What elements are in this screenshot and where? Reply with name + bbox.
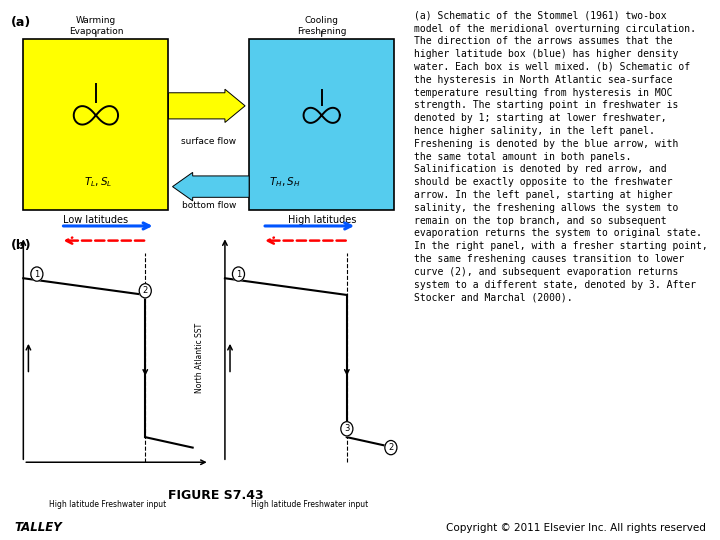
Circle shape <box>31 267 43 281</box>
Text: High latitude Freshwater input: High latitude Freshwater input <box>251 500 368 509</box>
Text: North Atlantic SST: North Atlantic SST <box>0 322 2 393</box>
Text: Cooling: Cooling <box>305 16 338 24</box>
Circle shape <box>341 422 353 436</box>
Text: bottom flow: bottom flow <box>181 201 236 210</box>
Text: (a) Schematic of the Stommel (1961) two-box
model of the meridional overturning : (a) Schematic of the Stommel (1961) two-… <box>414 11 708 302</box>
FancyArrow shape <box>168 89 245 123</box>
Text: $T_H, S_H$: $T_H, S_H$ <box>269 175 300 189</box>
Bar <box>249 39 395 211</box>
Text: (a): (a) <box>12 16 32 29</box>
Text: 2: 2 <box>388 443 394 452</box>
Circle shape <box>233 267 245 281</box>
Text: Evaporation: Evaporation <box>68 28 123 36</box>
Text: High latitude Freshwater input: High latitude Freshwater input <box>50 500 166 509</box>
Bar <box>23 39 168 211</box>
Text: FIGURE S7.43: FIGURE S7.43 <box>168 489 264 502</box>
FancyArrow shape <box>173 172 249 201</box>
Text: High latitudes: High latitudes <box>287 215 356 225</box>
Text: Low latitudes: Low latitudes <box>63 215 128 225</box>
Text: 2: 2 <box>143 286 148 295</box>
Text: North Atlantic SST: North Atlantic SST <box>195 322 204 393</box>
Text: surface flow: surface flow <box>181 137 236 146</box>
Text: Freshening: Freshening <box>297 28 346 36</box>
Text: Warming: Warming <box>76 16 116 24</box>
Text: 3: 3 <box>344 424 349 433</box>
Circle shape <box>139 284 151 298</box>
Text: 1: 1 <box>35 269 40 279</box>
Text: 1: 1 <box>236 269 241 279</box>
Circle shape <box>384 441 397 455</box>
Text: (b): (b) <box>12 239 32 252</box>
Text: Copyright © 2011 Elsevier Inc. All rights reserved: Copyright © 2011 Elsevier Inc. All right… <box>446 523 706 532</box>
Text: $T_L, S_L$: $T_L, S_L$ <box>84 175 112 189</box>
Text: TALLEY: TALLEY <box>14 521 62 534</box>
